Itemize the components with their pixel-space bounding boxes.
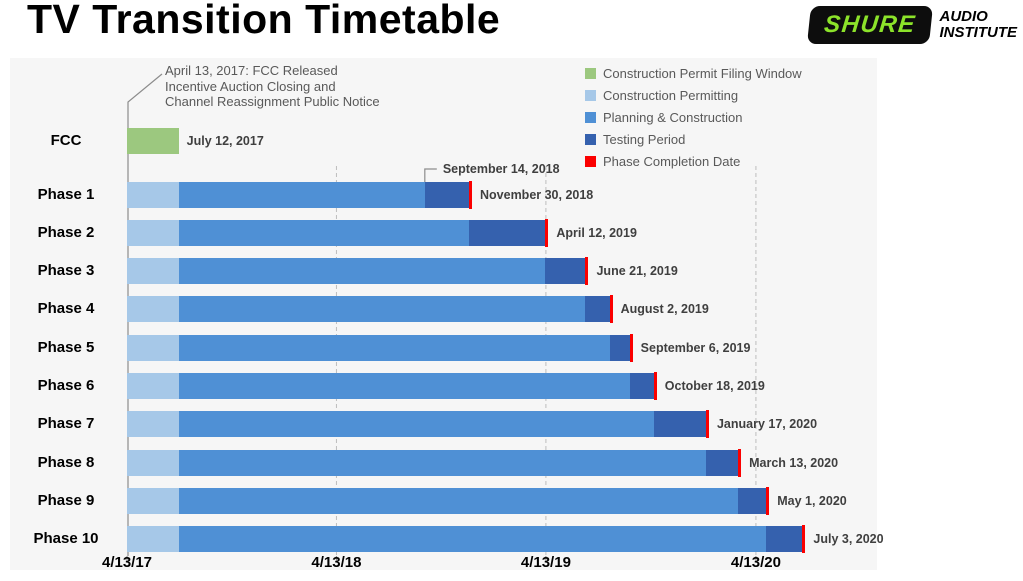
annotation-line: Incentive Auction Closing and <box>165 78 336 94</box>
row-label-phase-1: Phase 1 <box>37 185 95 203</box>
bar-segment-permitting <box>127 181 179 208</box>
legend-item-permitting: Construction Permitting <box>585 88 738 103</box>
legend-swatch-permitting <box>585 90 596 101</box>
phase1-testing-start-annotation: September 14, 2018 <box>442 162 560 176</box>
bar-segment-planning <box>178 487 739 514</box>
fcc-release-annotation: April 13, 2017: FCC Released Incentive Au… <box>165 63 380 110</box>
bar-end-date-label: July 12, 2017 <box>186 134 264 148</box>
bar-end-date-label: November 30, 2018 <box>480 187 594 202</box>
bar-segment-permitting <box>127 258 179 285</box>
phase-completion-marker <box>766 486 770 515</box>
gantt-chart: FCC July 12, 2017 Phase 1 November 30, 2018… <box>10 58 884 571</box>
bar-end-date-label: May 1, 2020 <box>777 493 847 508</box>
bar-segment-permitting <box>127 526 179 553</box>
phase-completion-marker <box>609 295 613 324</box>
legend-label: Construction Permitting <box>603 88 739 103</box>
legend-label: Construction Permit Filing Window <box>603 66 802 81</box>
annotation-line: Channel Reassignment Public Notice <box>165 94 380 109</box>
row-label-phase-8: Phase 8 <box>37 453 95 471</box>
bar-segment-permitting <box>127 487 179 514</box>
phase-completion-marker <box>738 448 742 477</box>
bar-segment-testing <box>629 373 654 399</box>
row-label-phase-4: Phase 4 <box>37 300 95 318</box>
bar-segment-permitting <box>127 373 179 399</box>
bar-segment-permitting <box>127 411 179 438</box>
bar-end-date-label: January 17, 2020 <box>716 417 818 432</box>
bar-end-date-label: October 18, 2019 <box>664 379 765 393</box>
bar-segment-permitting <box>127 334 179 361</box>
chart-legend: Construction Permit Filing Window Constru… <box>585 66 865 186</box>
row-label-phase-2: Phase 2 <box>37 223 95 241</box>
shure-logo-badge: SHURE <box>806 6 933 44</box>
bar-segment-testing <box>653 411 706 438</box>
phase-completion-marker <box>545 218 549 247</box>
bar-segment-planning <box>178 219 469 246</box>
bar-segment-testing <box>609 334 630 361</box>
bar-segment-permitting <box>127 449 179 476</box>
legend-item-planning: Planning & Construction <box>585 110 742 125</box>
bar-segment-planning <box>178 411 654 438</box>
bar-segment-testing <box>545 258 586 285</box>
x-axis-label: 4/13/19 <box>520 554 571 571</box>
bar-segment-planning <box>178 449 706 476</box>
bar-segment-testing <box>585 296 610 323</box>
legend-label: Testing Period <box>603 132 686 147</box>
row-label-phase-6: Phase 6 <box>37 377 95 394</box>
row-label-phase-7: Phase 7 <box>37 415 95 433</box>
bar-segment-planning <box>178 296 586 323</box>
bar-segment-testing <box>469 219 546 246</box>
phase-completion-marker <box>705 410 709 439</box>
legend-swatch-filing_window <box>585 68 596 79</box>
logo-org-line2: INSTITUTE <box>939 24 1018 41</box>
row-label-phase-9: Phase 9 <box>37 491 95 509</box>
page-title: TV Transition Timetable <box>27 0 501 42</box>
row-label-phase-3: Phase 3 <box>37 262 95 280</box>
legend-item-testing: Testing Period <box>585 132 685 147</box>
bar-segment-planning <box>178 181 425 208</box>
x-axis-label: 4/13/20 <box>730 554 781 571</box>
phase-completion-marker <box>653 372 657 400</box>
bar-segment-planning <box>178 258 546 285</box>
legend-swatch-completion <box>585 156 596 167</box>
bar-segment-planning <box>178 373 630 399</box>
row-label-phase-5: Phase 5 <box>37 338 95 356</box>
row-label-phase-10: Phase 10 <box>33 530 99 548</box>
bar-segment-planning <box>178 334 610 361</box>
bar-end-date-label: June 21, 2019 <box>596 264 678 279</box>
bar-end-date-label: March 13, 2020 <box>749 455 839 470</box>
audio-institute-text: AUDIO INSTITUTE <box>940 9 1018 41</box>
legend-item-filing_window: Construction Permit Filing Window <box>585 66 802 81</box>
legend-label: Planning & Construction <box>603 110 743 125</box>
bar-segment-planning <box>178 526 767 553</box>
phase-completion-marker <box>469 180 472 209</box>
logo-org-line1: AUDIO <box>939 8 988 25</box>
bar-segment-permitting <box>127 296 179 323</box>
shure-brand-text: SHURE <box>822 11 917 38</box>
bar-segment-testing <box>424 181 469 208</box>
legend-swatch-planning <box>585 112 596 123</box>
bar-end-date-label: September 6, 2019 <box>640 340 751 355</box>
bar-segment-testing <box>766 526 803 553</box>
annotation-line: April 13, 2017: FCC Released <box>165 63 338 78</box>
bar-segment-filing_window <box>127 128 179 154</box>
legend-swatch-testing <box>585 134 596 145</box>
testing-start-bracket <box>424 168 437 182</box>
phase-completion-marker <box>585 257 589 286</box>
legend-label: Phase Completion Date <box>603 154 741 169</box>
bar-segment-testing <box>705 449 739 476</box>
phase-completion-marker <box>802 525 806 554</box>
bar-end-date-label: April 12, 2019 <box>556 225 637 240</box>
legend-item-completion: Phase Completion Date <box>585 154 740 169</box>
phase-completion-marker <box>629 333 633 362</box>
bar-segment-testing <box>738 487 767 514</box>
bar-end-date-label: August 2, 2019 <box>620 302 709 317</box>
x-axis-label: 4/13/17 <box>101 554 153 571</box>
bar-end-date-label: July 3, 2020 <box>813 532 884 547</box>
row-label-fcc: FCC <box>50 132 82 149</box>
bar-segment-permitting <box>127 219 179 246</box>
shure-logo: SHURE AUDIO INSTITUTE <box>806 6 1018 44</box>
x-axis-label: 4/13/18 <box>311 554 362 571</box>
